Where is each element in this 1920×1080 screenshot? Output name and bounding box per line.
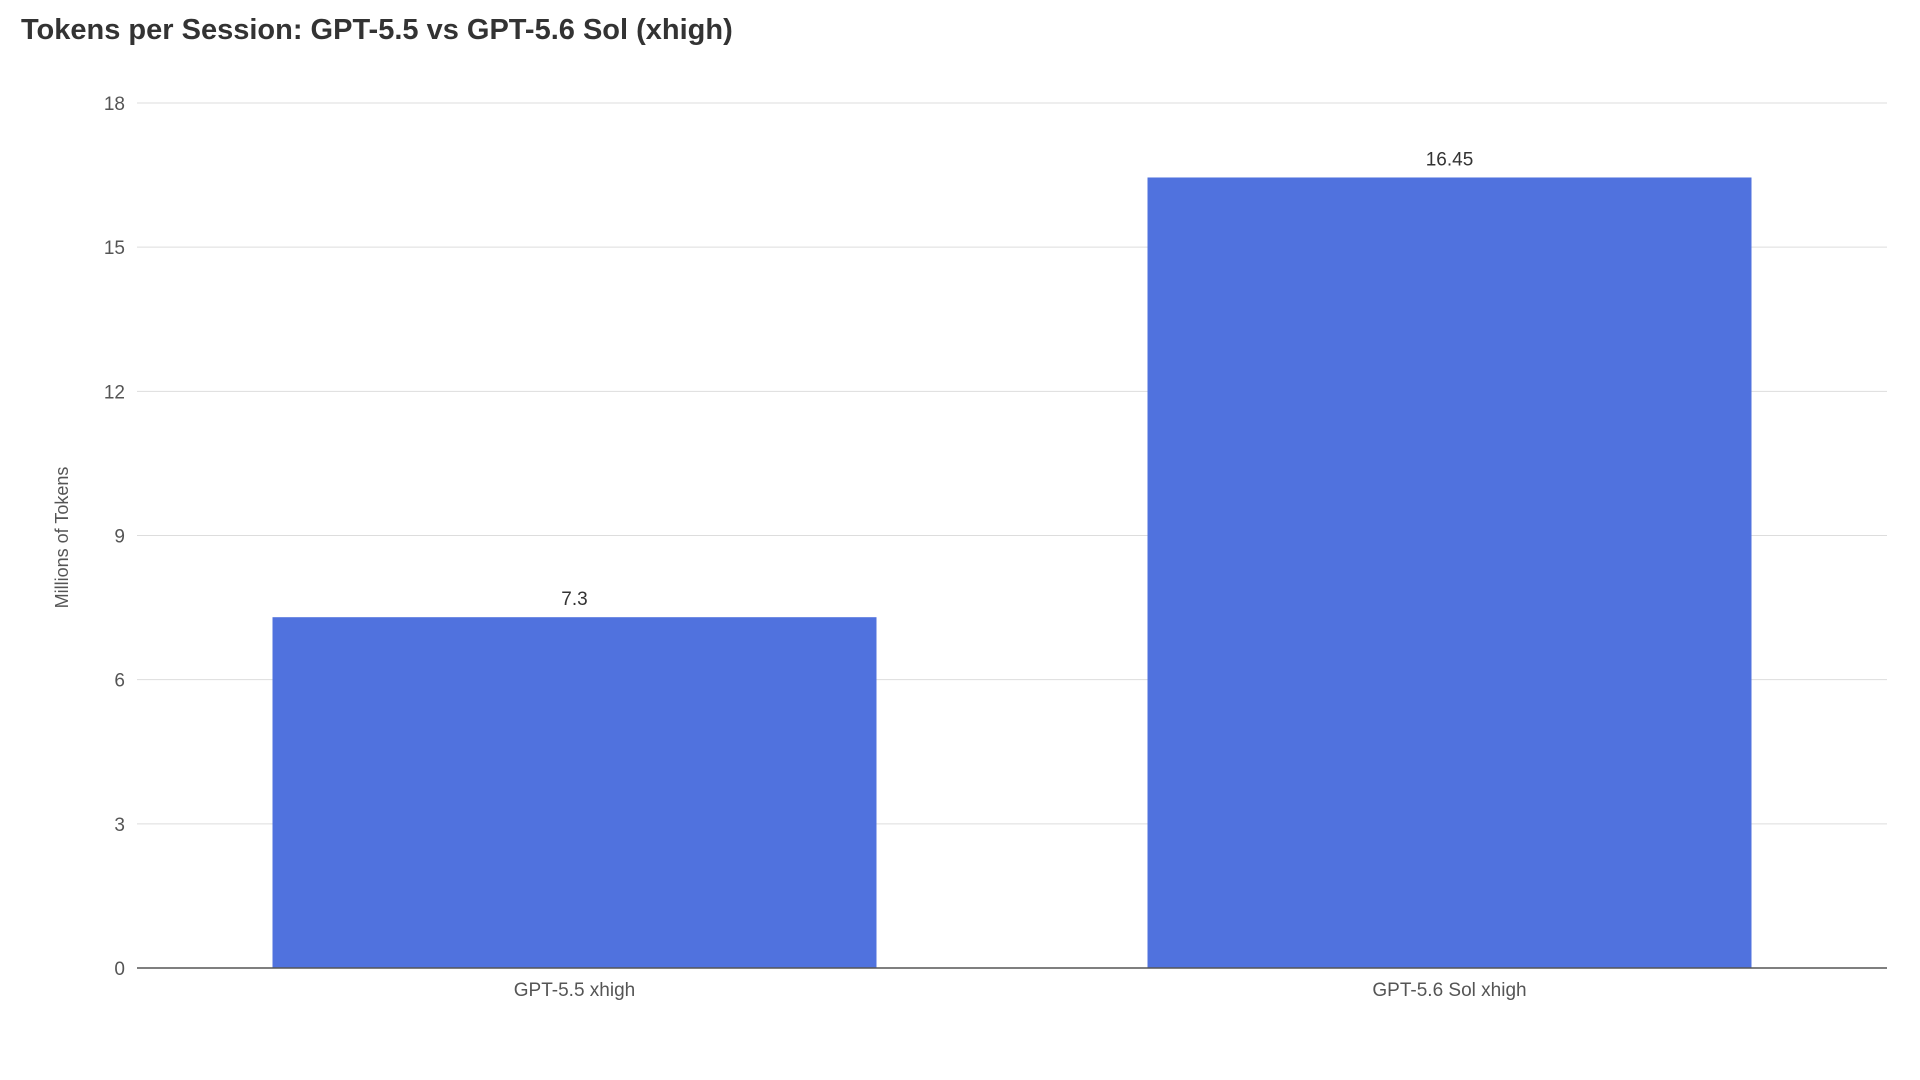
y-tick-label: 15 bbox=[104, 238, 125, 259]
y-tick-label: 12 bbox=[104, 382, 125, 403]
y-tick-label: 3 bbox=[114, 815, 125, 836]
y-tick-label: 18 bbox=[104, 94, 125, 115]
bar-value-label: 7.3 bbox=[561, 589, 587, 610]
x-tick-label: GPT-5.6 Sol xhigh bbox=[1372, 980, 1526, 1001]
bar bbox=[1147, 177, 1752, 969]
x-tick-label: GPT-5.5 xhigh bbox=[514, 980, 635, 1001]
labels: 0 3 6 9 12 15 18 7.3 GPT-5.5 xhigh 16.45 GPT-5.6 S… bbox=[104, 94, 1527, 1001]
chart-title: Tokens per Session: GPT-5.5 vs GPT-5.6 S… bbox=[21, 14, 733, 46]
y-tick-label: 0 bbox=[114, 959, 125, 980]
y-axis-title: Millions of Tokens bbox=[52, 467, 72, 609]
y-tick-label: 9 bbox=[114, 527, 125, 548]
bar bbox=[272, 617, 877, 968]
y-tick-label: 6 bbox=[114, 671, 125, 692]
bars bbox=[272, 177, 1752, 969]
bar-value-label: 16.45 bbox=[1426, 149, 1474, 170]
